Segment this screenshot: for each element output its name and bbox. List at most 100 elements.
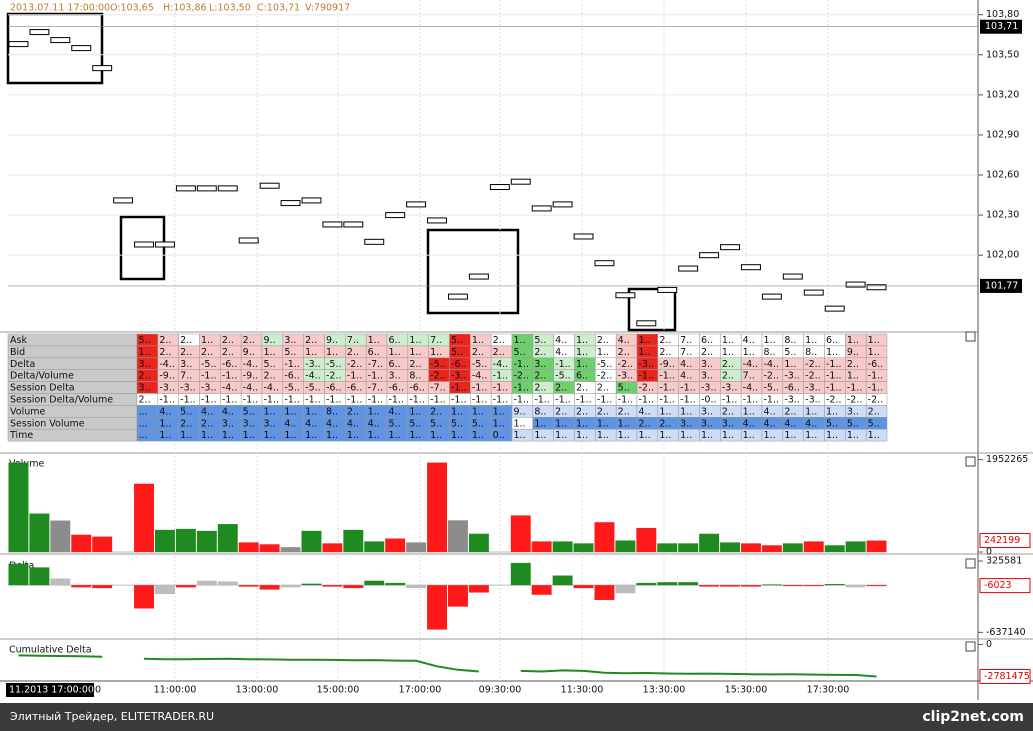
price-marker	[385, 212, 406, 219]
cell: -1..	[493, 383, 509, 394]
cell: 3..	[701, 406, 713, 417]
cell: -3..	[805, 394, 821, 405]
bar	[343, 585, 364, 589]
cell: ...	[139, 406, 148, 417]
bar	[134, 483, 154, 552]
cell: 9..	[264, 335, 276, 346]
bar	[552, 575, 573, 586]
cell: 2..	[493, 347, 505, 358]
cell: -6..	[284, 371, 300, 382]
cell: -7..	[368, 383, 384, 394]
cell: 1..	[576, 430, 588, 441]
cell: -1..	[201, 394, 217, 405]
cell: 2..	[659, 418, 671, 429]
cell: -3..	[784, 394, 800, 405]
cell: 3..	[701, 371, 713, 382]
last-value-box	[979, 533, 1031, 549]
cell: -9..	[243, 371, 259, 382]
close-buttons	[965, 331, 976, 652]
cell: -1..	[826, 359, 842, 370]
cell: 1..	[159, 418, 171, 429]
close-button[interactable]	[965, 331, 976, 342]
cell: 5..	[243, 406, 255, 417]
cell: 1..	[326, 347, 338, 358]
cell: 4..	[305, 418, 317, 429]
bar	[594, 585, 615, 600]
cell: 1..	[805, 406, 817, 417]
cell: 2..	[597, 335, 609, 346]
cell: 1..	[618, 430, 630, 441]
cell: 1..	[472, 430, 484, 441]
price-marker	[175, 185, 196, 192]
close-button[interactable]	[965, 456, 976, 467]
price-marker	[71, 45, 92, 52]
cell: -5..	[305, 383, 321, 394]
bar	[406, 542, 427, 552]
row-header: Bid	[10, 347, 25, 358]
annotation-box	[426, 228, 520, 315]
bar	[636, 527, 657, 552]
cell: -5..	[764, 383, 780, 394]
bar	[280, 585, 301, 588]
cell: 1..	[201, 430, 213, 441]
cell: 1..	[472, 335, 484, 346]
bar	[217, 581, 238, 586]
bar	[866, 585, 887, 587]
price-marker	[8, 41, 29, 48]
cell: 1..	[368, 406, 380, 417]
cell: -1..	[680, 383, 696, 394]
cell: -6..	[868, 359, 884, 370]
cell: 2..	[847, 359, 859, 370]
header-item: H:103,86	[163, 3, 207, 14]
cell: 1..	[618, 418, 630, 429]
cell: 1..	[368, 335, 380, 346]
price-marker	[217, 185, 238, 192]
bar	[8, 563, 29, 586]
cell: -4..	[493, 359, 509, 370]
price-marker	[238, 237, 259, 244]
cell: 6..	[701, 335, 713, 346]
cell: -7..	[368, 359, 384, 370]
cell: 7..	[680, 335, 692, 346]
cell: -1..	[680, 394, 696, 405]
footer-logo[interactable]: clip2net.com	[922, 709, 1024, 725]
cell: 1..	[555, 418, 567, 429]
price-marker	[845, 281, 866, 288]
cell: 2..	[659, 335, 671, 346]
bar	[343, 529, 364, 552]
cell: 6..	[826, 335, 838, 346]
bar	[657, 582, 678, 586]
price-marker	[92, 65, 113, 72]
cell: 5..	[264, 359, 276, 370]
close-button[interactable]	[965, 641, 976, 652]
cell: 1..	[805, 430, 817, 441]
last-value-label: -2781475	[984, 671, 1030, 682]
bar	[699, 533, 720, 552]
bar	[92, 585, 113, 589]
price-marker	[448, 293, 468, 300]
price-marker	[280, 200, 301, 207]
price-marker	[406, 201, 427, 208]
time-label: 15:00:00	[317, 685, 360, 696]
cell: -2..	[764, 371, 780, 382]
cell: 1..	[326, 430, 338, 441]
cell: -9..	[159, 371, 175, 382]
price-marker	[782, 273, 803, 280]
close-button[interactable]	[965, 558, 976, 569]
cell: 3..	[284, 335, 296, 346]
row-header: Ask	[10, 335, 27, 346]
cell: 1..	[847, 335, 859, 346]
cell: -7..	[430, 383, 446, 394]
last-value-box	[979, 668, 1031, 684]
cell: -1..	[368, 371, 384, 382]
row-header: Volume	[10, 406, 45, 417]
bar	[741, 543, 761, 552]
cell: -1..	[514, 383, 530, 394]
bar	[720, 585, 740, 587]
bar	[301, 583, 322, 586]
bar	[301, 530, 322, 552]
cell: -1..	[847, 383, 863, 394]
price-marker	[866, 284, 887, 291]
